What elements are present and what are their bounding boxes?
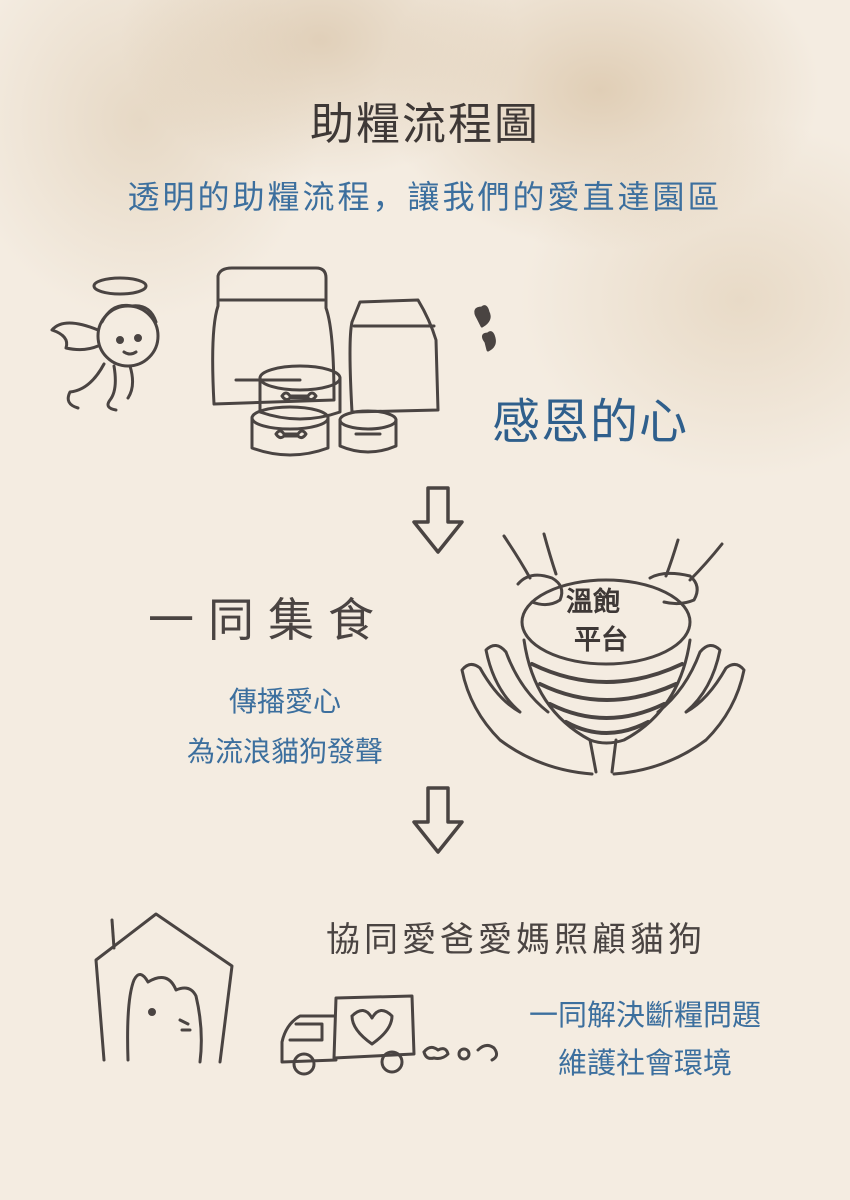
step1-label: 感恩的心 xyxy=(492,394,689,450)
page-title: 助糧流程圖 xyxy=(310,99,540,150)
pet-food-bags-icon xyxy=(211,266,440,457)
step3-line1: 一同解決斷糧問題 xyxy=(528,998,761,1032)
truck-icon xyxy=(280,994,499,1076)
step3-line2: 維護社會環境 xyxy=(557,1046,732,1080)
step3-heading: 協同愛爸愛媽照顧貓狗 xyxy=(326,920,706,960)
heart-icon xyxy=(474,305,496,352)
step2-line2: 為流浪貓狗發聲 xyxy=(186,735,383,768)
bowl-label-line1: 溫飽 xyxy=(566,587,620,618)
background-photo xyxy=(0,0,850,520)
house-cat-icon xyxy=(94,912,234,1064)
step2-heading: 一同集食 xyxy=(148,593,388,647)
angel-icon xyxy=(50,276,160,412)
down-arrow-icon xyxy=(412,786,464,854)
hands-bowl-icon xyxy=(460,532,746,776)
bowl-label-line2: 平台 xyxy=(574,625,628,656)
page-subtitle: 透明的助糧流程，讓我們的愛直達園區 xyxy=(127,178,723,216)
step2-line1: 傳播愛心 xyxy=(228,685,341,718)
down-arrow-icon xyxy=(412,486,464,554)
